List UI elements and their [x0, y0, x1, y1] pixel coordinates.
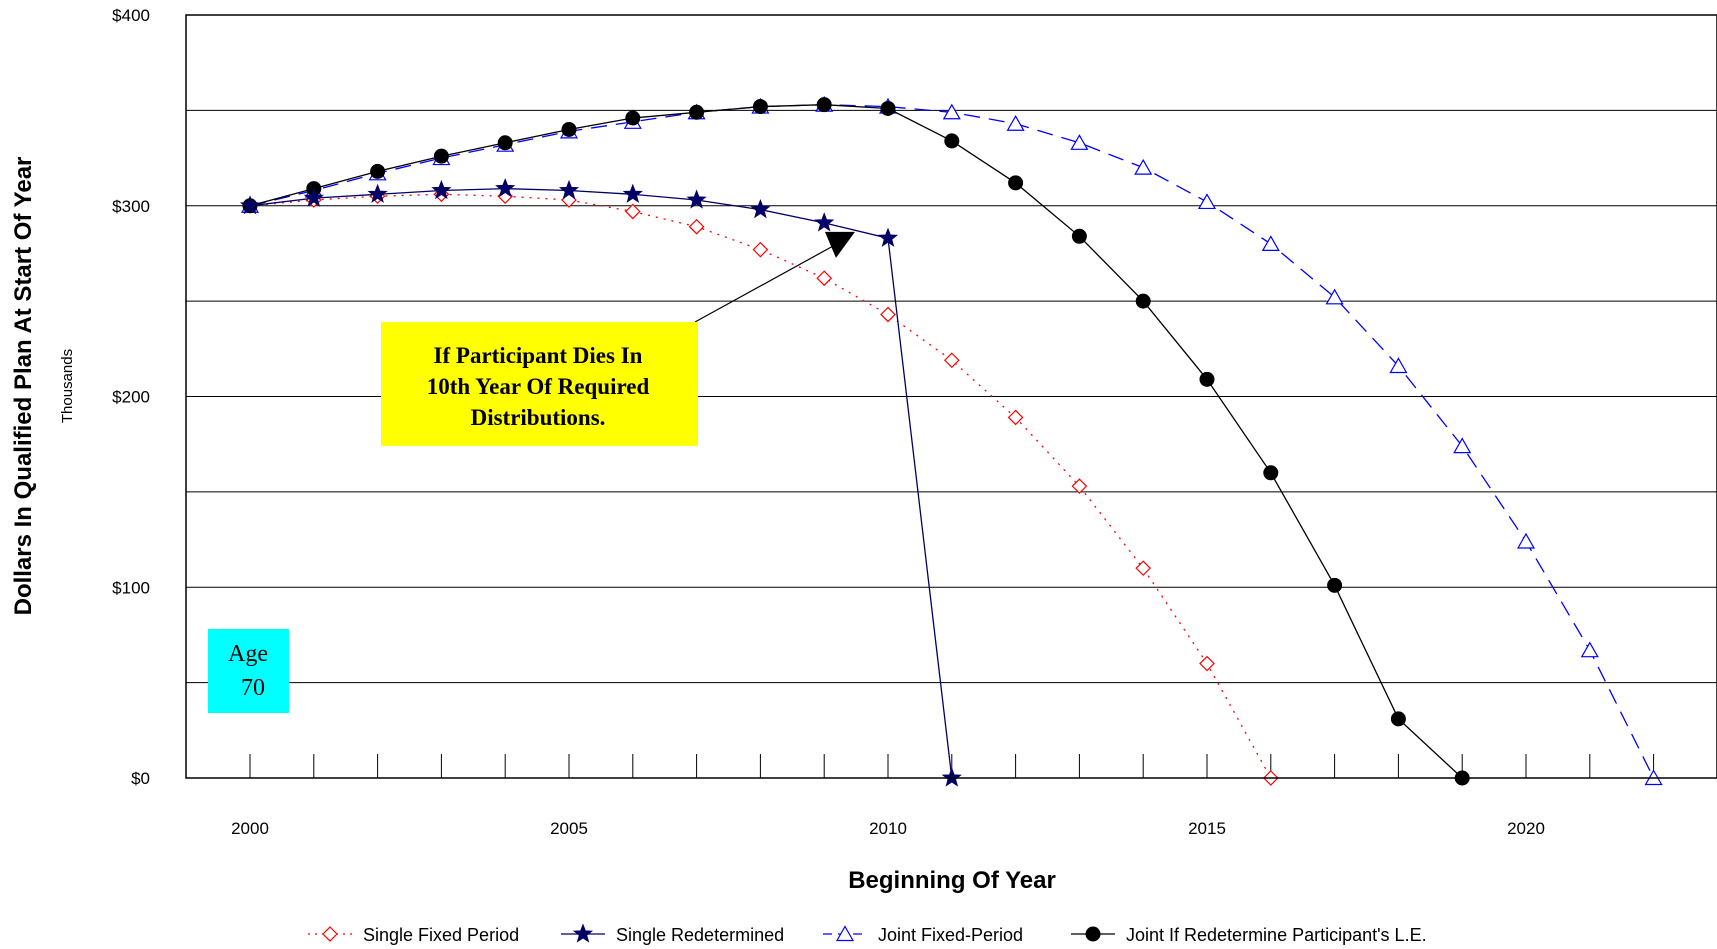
- series-layer: [239, 95, 1663, 787]
- x-tick-label: 2010: [869, 819, 907, 838]
- legend: Single Fixed Period Single Redetermined Jo…: [308, 923, 1427, 945]
- data-point: [239, 195, 261, 215]
- data-point: [367, 183, 388, 203]
- callout-line-1: If Participant Dies In: [434, 343, 643, 368]
- x-tick-label: 2000: [231, 819, 269, 838]
- data-point: [1071, 228, 1087, 244]
- x-tick-labels: 2000 2005 2010 2015 2020: [231, 819, 1545, 838]
- data-point: [1006, 115, 1025, 131]
- y-tick-label: $100: [112, 578, 150, 597]
- x-tick-label: 2005: [550, 819, 588, 838]
- data-point: [1134, 158, 1153, 175]
- legend-label: Joint Fixed-Period: [878, 925, 1023, 945]
- legend-item: Joint Fixed-Period: [823, 925, 1023, 945]
- data-point: [814, 212, 835, 232]
- data-point: [686, 189, 707, 209]
- x-tick-label: 2020: [1507, 819, 1545, 838]
- data-point: [1070, 134, 1089, 150]
- series-line: [249, 193, 1272, 779]
- data-point: [942, 103, 961, 120]
- data-point: [624, 203, 641, 220]
- data-point: [1199, 371, 1215, 387]
- data-point: [303, 187, 324, 207]
- series-line: [249, 104, 1463, 779]
- data-point: [1199, 655, 1215, 672]
- legend-swatch-marker: [835, 925, 855, 942]
- data-point: [497, 135, 513, 151]
- legend-label: Single Fixed Period: [363, 925, 519, 945]
- data-point: [1008, 175, 1024, 191]
- legend-label: Single Redetermined: [616, 925, 784, 945]
- y-tick-label: $200: [112, 388, 150, 407]
- data-point: [1327, 577, 1343, 593]
- callout-box: [381, 322, 698, 446]
- y-tick-label: $400: [112, 6, 150, 25]
- series-0: [242, 186, 1279, 786]
- data-point: [1135, 293, 1151, 309]
- age-badge-label: Age: [228, 641, 268, 667]
- y-axis-title: Dollars In Qualified Plan At Start Of Ye…: [10, 157, 37, 616]
- data-point: [750, 198, 771, 219]
- y-tick-label: $0: [131, 769, 150, 788]
- data-point: [1263, 465, 1279, 481]
- data-point: [688, 218, 705, 235]
- y-tick-labels: $0 $100 $200 $300 $400: [112, 6, 150, 788]
- data-point: [1261, 235, 1280, 251]
- age-badge-box: [208, 629, 289, 713]
- legend-label: Joint If Redetermine Participant's L.E.: [1126, 925, 1427, 945]
- data-point: [370, 163, 386, 179]
- series-3: [242, 97, 1470, 786]
- data-point: [1580, 641, 1599, 658]
- legend-swatch-marker: [572, 923, 594, 943]
- callout-arrow-line: [694, 243, 838, 323]
- data-point: [431, 179, 452, 200]
- callout-arrowhead: [824, 231, 855, 258]
- data-point: [495, 177, 516, 198]
- y-tick-label: $300: [112, 197, 150, 216]
- data-point: [943, 352, 960, 369]
- data-point: [625, 110, 641, 126]
- data-point: [1135, 560, 1152, 577]
- series-1: [239, 177, 962, 787]
- data-point: [433, 148, 449, 164]
- age-badge-value: 70: [241, 675, 265, 701]
- data-point: [816, 270, 833, 287]
- legend-item: Single Fixed Period: [308, 925, 519, 945]
- data-point: [877, 227, 899, 247]
- data-point: [1516, 532, 1536, 549]
- age-badge: Age 70: [208, 629, 289, 713]
- plot-frame: [185, 14, 1717, 779]
- callout-line-2: 10th Year Of Required: [427, 374, 650, 399]
- death-callout: If Participant Dies In 10th Year Of Requ…: [381, 231, 855, 446]
- data-point: [558, 179, 580, 200]
- x-ticks: [249, 754, 1717, 778]
- callout-line-3: Distributions.: [471, 405, 606, 430]
- data-point: [752, 99, 768, 115]
- data-point: [880, 306, 896, 323]
- x-tick-label: 2015: [1188, 819, 1226, 838]
- legend-item: Single Redetermined: [561, 923, 784, 945]
- legend-swatch-marker: [322, 926, 338, 942]
- data-point: [689, 104, 705, 120]
- data-point: [1197, 193, 1217, 210]
- data-point: [752, 241, 769, 258]
- data-point: [816, 97, 832, 113]
- data-point: [944, 133, 960, 149]
- legend-swatch-marker: [1085, 926, 1101, 942]
- y-axis-unit-label: Thousands: [59, 349, 76, 423]
- data-point: [1071, 478, 1088, 495]
- data-point: [561, 121, 577, 137]
- data-point: [1453, 437, 1472, 454]
- x-axis-title: Beginning Of Year: [848, 867, 1056, 894]
- data-point: [941, 767, 962, 787]
- data-point: [622, 183, 643, 203]
- data-point: [1389, 357, 1408, 374]
- legend-item: Joint If Redetermine Participant's L.E.: [1071, 925, 1427, 945]
- data-point: [1007, 409, 1024, 426]
- data-point: [880, 100, 896, 116]
- series-line: [249, 187, 953, 779]
- data-point: [1390, 711, 1406, 727]
- data-point: [1325, 288, 1344, 305]
